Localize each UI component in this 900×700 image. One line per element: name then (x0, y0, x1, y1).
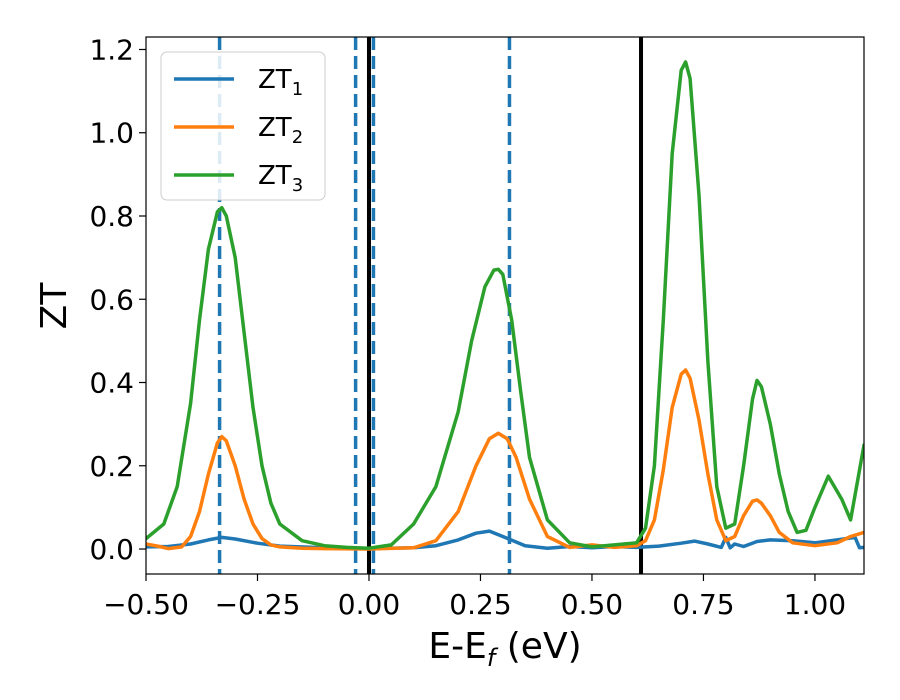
x-tick-label: 0.00 (338, 588, 400, 621)
series-line-zt3 (146, 60, 864, 550)
plot-frame (145, 36, 865, 575)
y-tick-label: 1.2 (89, 33, 134, 66)
series-lines (146, 60, 864, 551)
x-tick-label: −0.25 (215, 588, 301, 621)
x-tick-label: 0.75 (672, 588, 734, 621)
series-line-zt2 (146, 368, 864, 551)
legend-label-zt3: ZT3 (258, 161, 303, 196)
series-line-zt1 (146, 529, 864, 551)
y-tick-label: 0.0 (89, 533, 134, 566)
x-axis-ticks: −0.50 −0.25 0.00 0.25 0.50 0.75 1.00 (103, 574, 846, 621)
legend-label-zt2: ZT2 (258, 113, 303, 148)
y-tick-label: 0.8 (89, 200, 134, 233)
y-tick-label: 0.4 (89, 367, 134, 400)
y-axis-ticks: 0.0 0.2 0.4 0.6 0.8 1.0 1.2 (89, 33, 146, 566)
x-tick-label: −0.50 (103, 588, 189, 621)
x-tick-label: 0.50 (561, 588, 623, 621)
x-axis-label: E-Ef (eV) (428, 626, 581, 672)
y-tick-label: 1.0 (89, 117, 134, 150)
legend: ZT1 ZT2 ZT3 (160, 51, 326, 201)
legend-box (160, 51, 326, 201)
y-tick-label: 0.2 (89, 450, 134, 483)
y-tick-label: 0.6 (89, 283, 134, 316)
legend-label-zt1: ZT1 (258, 65, 303, 100)
x-tick-label: 1.00 (784, 588, 846, 621)
y-axis-label: ZT (34, 282, 75, 330)
x-tick-label: 0.25 (449, 588, 511, 621)
